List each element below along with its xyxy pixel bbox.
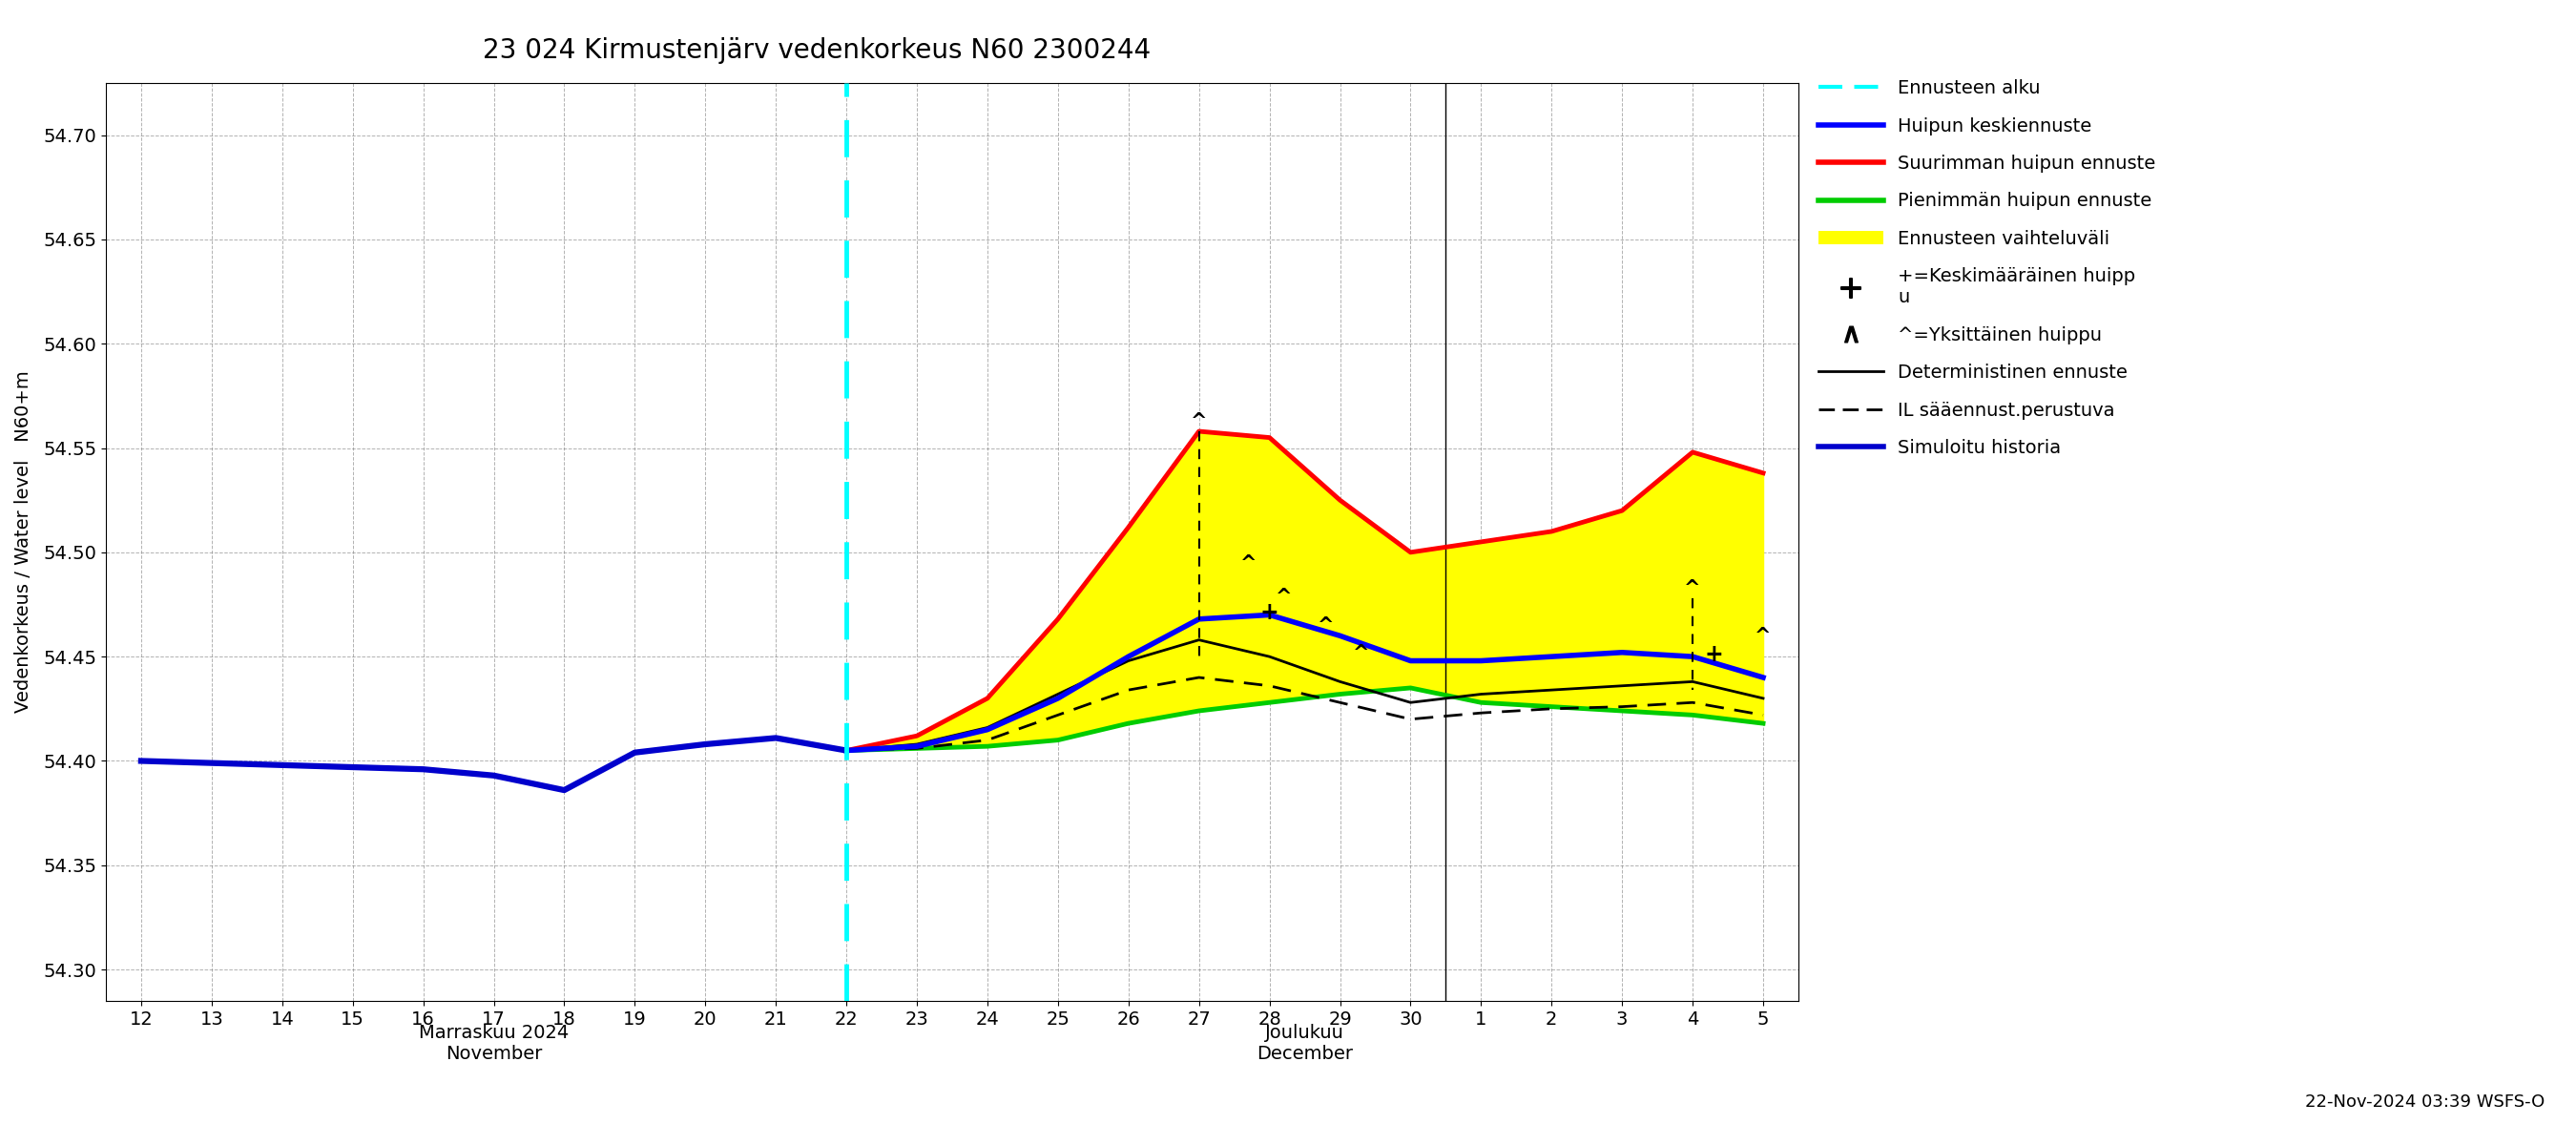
Legend: Ennusteen alku, Huipun keskiennuste, Suurimman huipun ennuste, Pienimmän huipun : Ennusteen alku, Huipun keskiennuste, Suu… <box>1814 73 2161 463</box>
Text: ^: ^ <box>1275 587 1293 607</box>
Text: +: + <box>1705 643 1723 666</box>
Text: ^: ^ <box>1316 617 1334 635</box>
Text: +: + <box>1260 601 1278 624</box>
Text: 22-Nov-2024 03:39 WSFS-O: 22-Nov-2024 03:39 WSFS-O <box>2306 1093 2545 1111</box>
Title: 23 024 Kirmustenjärv vedenkorkeus N60 2300244: 23 024 Kirmustenjärv vedenkorkeus N60 23… <box>482 37 1151 64</box>
Text: ^: ^ <box>1352 643 1370 663</box>
Y-axis label: Vedenkorkeus / Water level   N60+m: Vedenkorkeus / Water level N60+m <box>15 371 33 713</box>
Text: Marraskuu 2024
November: Marraskuu 2024 November <box>420 1024 569 1063</box>
Text: Joulukuu
December: Joulukuu December <box>1257 1024 1352 1063</box>
Text: ^: ^ <box>1685 579 1700 598</box>
Text: ^: ^ <box>1754 627 1772 646</box>
Text: ^: ^ <box>1190 412 1208 432</box>
Text: ^: ^ <box>1239 554 1257 574</box>
